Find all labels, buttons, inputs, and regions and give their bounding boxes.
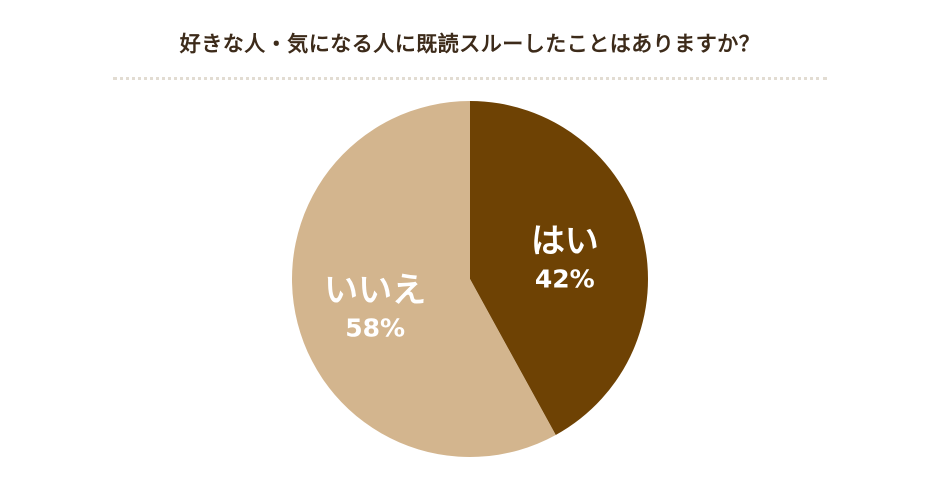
pie-slice-yes [470,101,648,435]
chart-title: 好きな人・気になる人に既読スルーしたことはありますか？ [179,32,761,56]
slice-percent-no: 58% [345,313,405,342]
slice-label-yes: はい [531,222,599,262]
pie-slice-no [291,101,556,458]
slice-label-no: いいえ [324,270,426,310]
title-divider [113,77,827,80]
slice-percent-yes: 42% [535,265,595,294]
